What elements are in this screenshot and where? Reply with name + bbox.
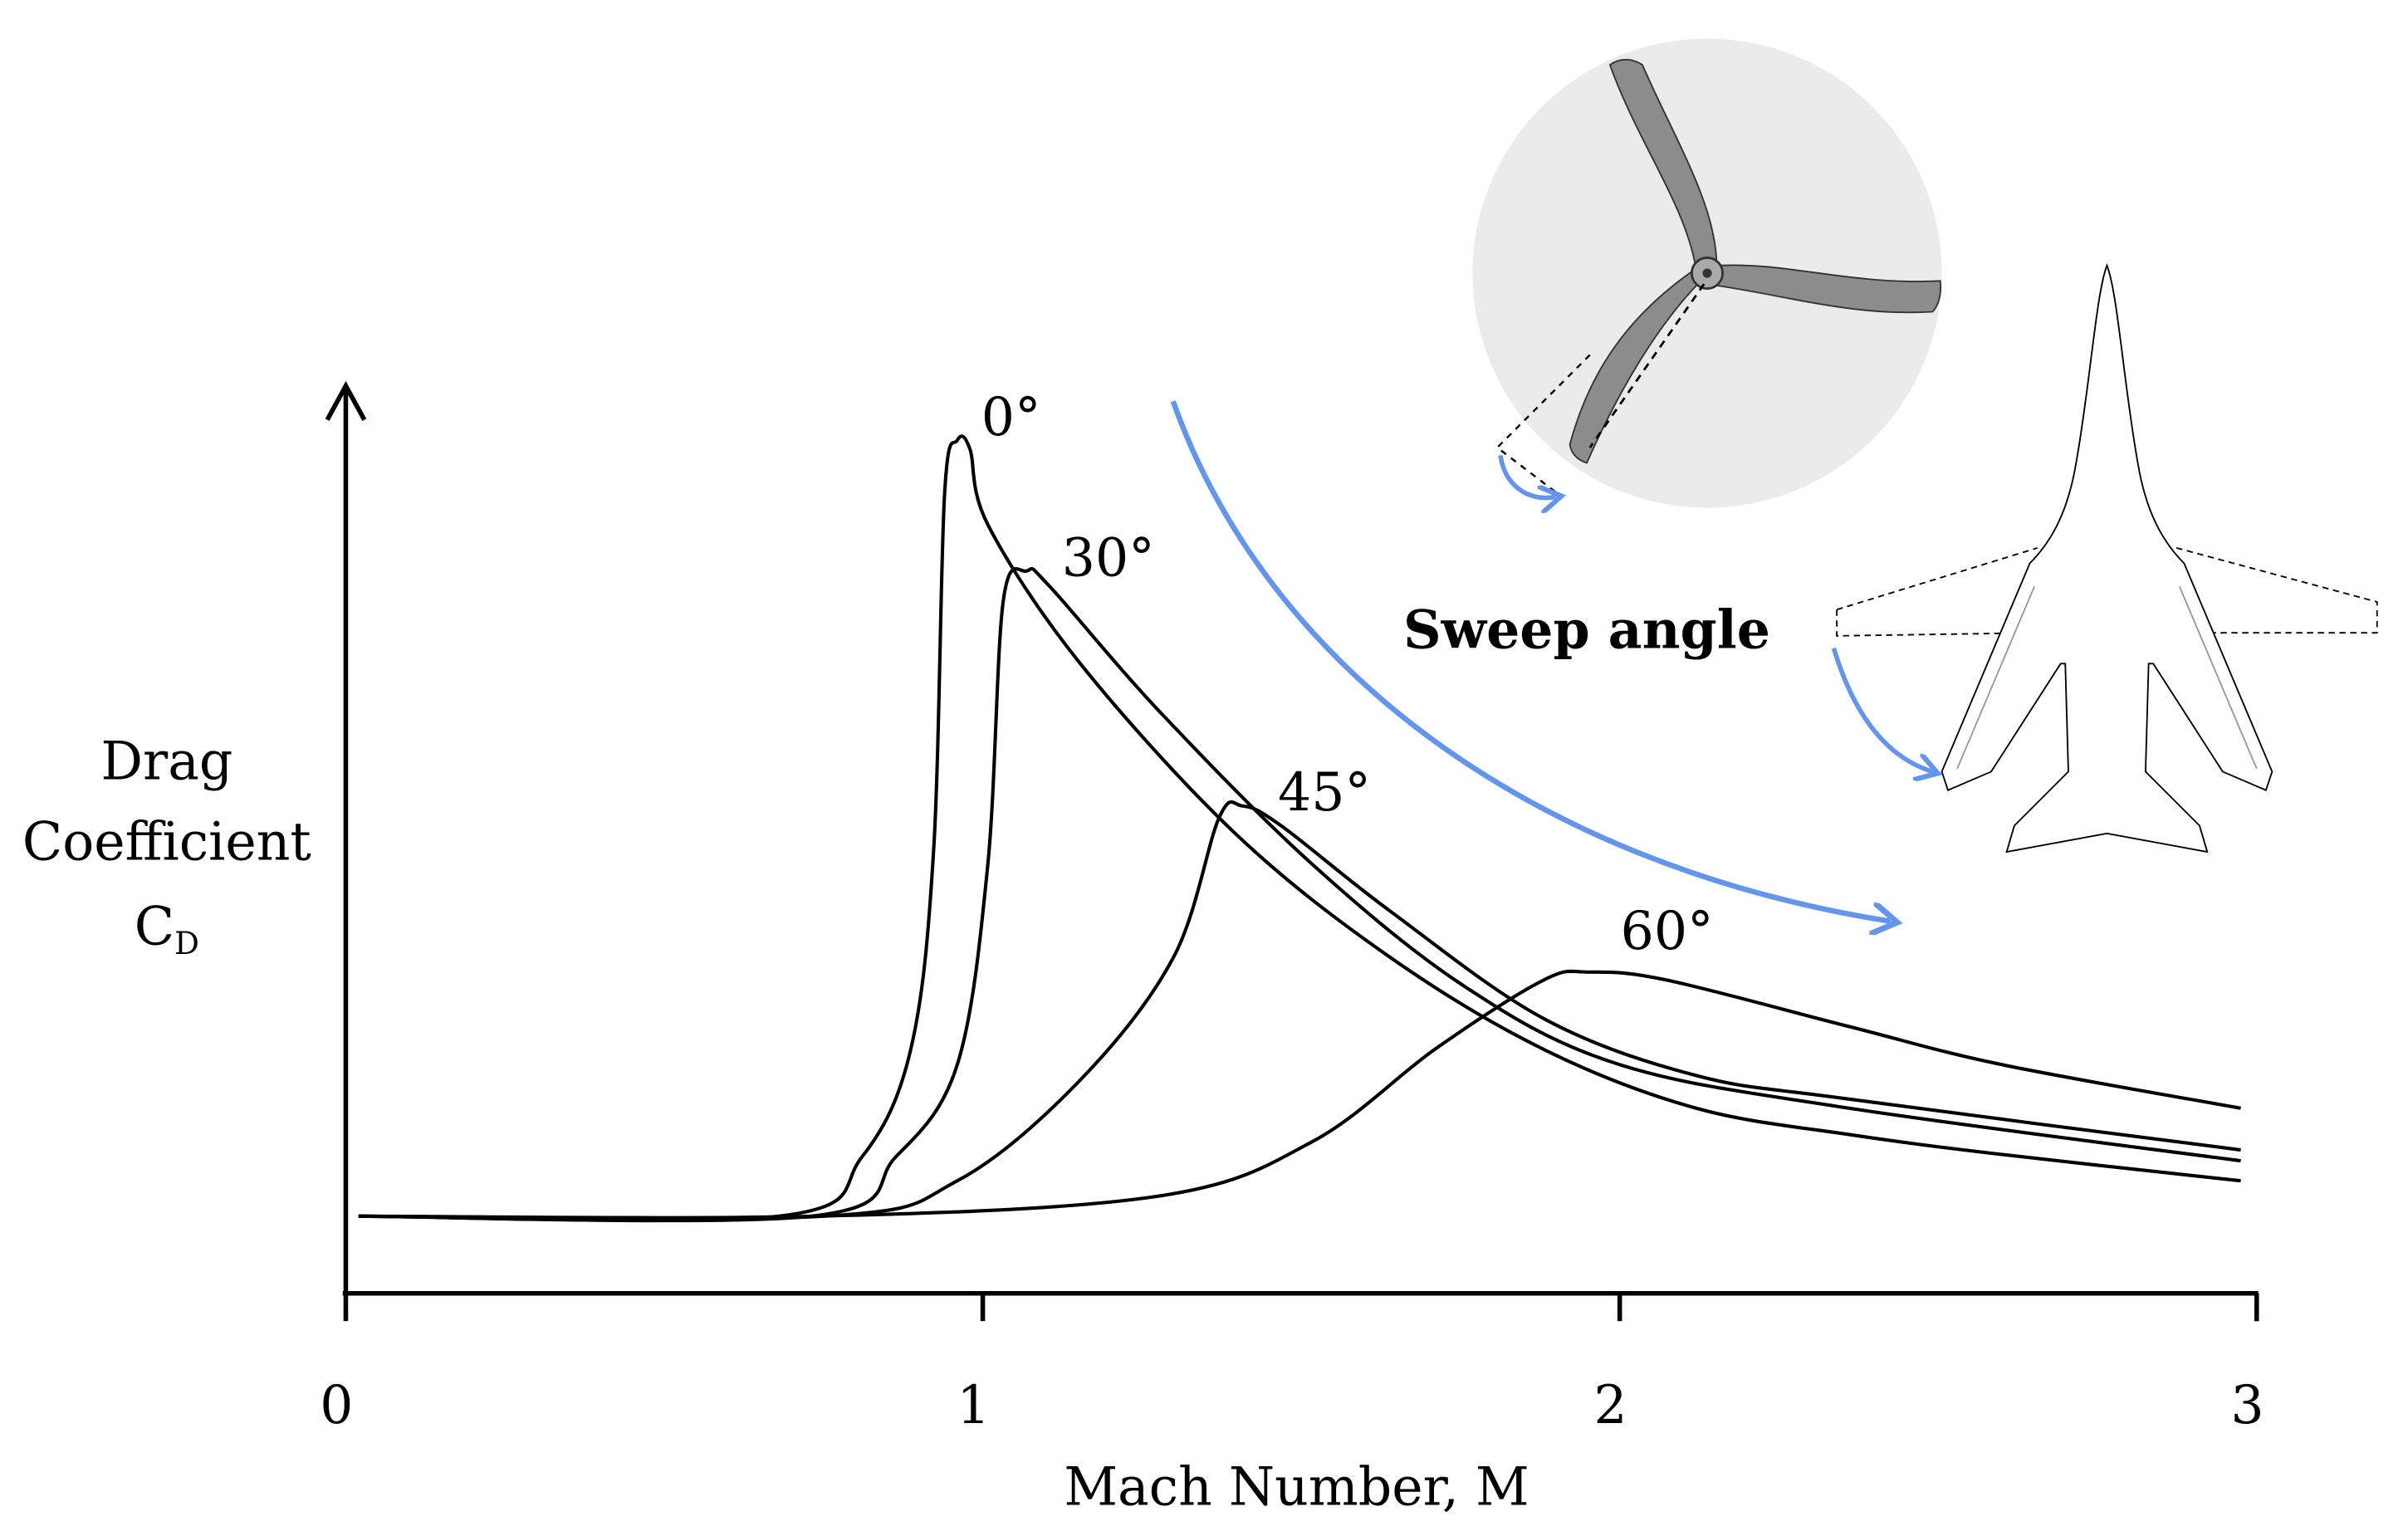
y-axis bbox=[325, 380, 367, 1294]
series-label: 60° bbox=[1621, 900, 1714, 961]
curve bbox=[358, 800, 2241, 1221]
curve bbox=[358, 434, 2241, 1223]
propeller-illustration bbox=[1472, 38, 1942, 507]
series-label: 45° bbox=[1278, 761, 1371, 823]
x-tick-label: 0 bbox=[320, 1374, 353, 1436]
curve bbox=[358, 566, 2241, 1223]
series-label: 0° bbox=[981, 386, 1041, 448]
wing-arrow bbox=[1831, 647, 1932, 772]
y-axis-label: Coefficient bbox=[22, 810, 311, 872]
jet-illustration bbox=[1836, 263, 2378, 854]
series-label: 30° bbox=[1062, 526, 1155, 588]
y-axis-symbol: CD bbox=[135, 896, 199, 961]
x-tick-label: 2 bbox=[1593, 1374, 1627, 1436]
x-tick-label: 3 bbox=[2230, 1374, 2264, 1436]
curve bbox=[358, 969, 2241, 1220]
annotation: Sweep angle bbox=[1403, 599, 1770, 661]
y-axis-label: Drag bbox=[100, 731, 232, 792]
sweep-arrow bbox=[1170, 400, 1891, 921]
x-tick-label: 1 bbox=[957, 1374, 990, 1436]
x-axis-label: Mach Number, M bbox=[1064, 1455, 1529, 1517]
